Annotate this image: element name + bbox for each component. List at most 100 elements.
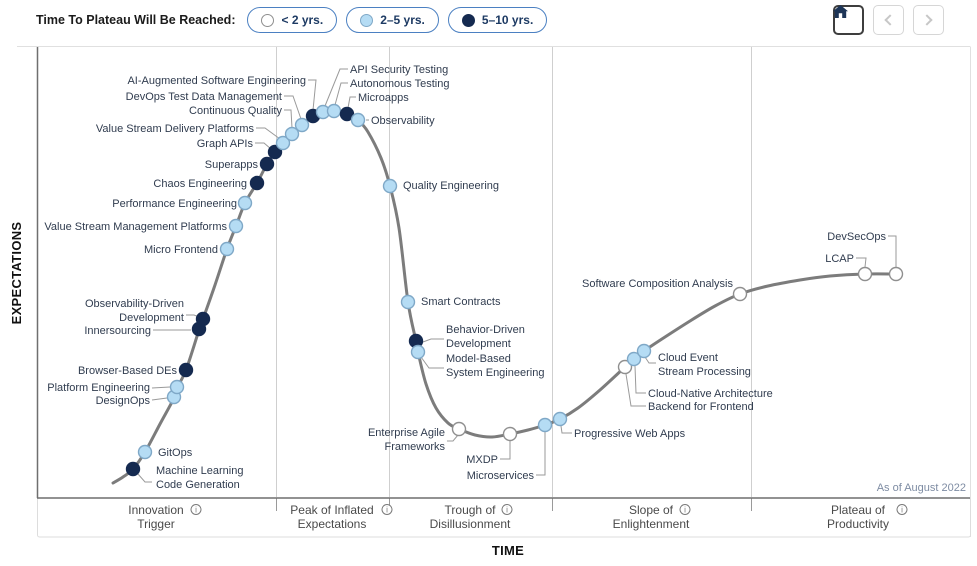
legend: Time To Plateau Will Be Reached: < 2 yrs…	[36, 7, 548, 33]
point-continuous-quality[interactable]	[284, 126, 300, 142]
prev-button[interactable]	[873, 5, 904, 35]
point-model-based-system-engineering[interactable]	[410, 344, 426, 360]
info-icon-glyph: i	[506, 506, 508, 515]
phase-label-line2: Disillusionment	[430, 517, 511, 531]
legend-pill-2-5yrs[interactable]: 2–5 yrs.	[346, 7, 439, 33]
point-label-designops: DesignOps	[96, 395, 151, 407]
point-lcap[interactable]	[857, 266, 873, 282]
chevron-right-icon	[921, 14, 933, 26]
legend-pill-label: 5–10 yrs.	[481, 13, 534, 27]
point-label-observability-driven-development: Observability-Driven Development	[85, 298, 184, 324]
point-label-cloud-native-architecture: Cloud-Native Architecture	[648, 388, 773, 400]
point-chaos-engineering[interactable]	[249, 175, 265, 191]
leader-ai-augmented-software-engineering	[308, 79, 317, 111]
leader-lcap	[856, 257, 867, 268]
point-label-cloud-event-stream-processing: Cloud Event Stream Processing	[658, 352, 751, 378]
point-devops-test-data-management[interactable]	[294, 117, 310, 133]
legend-pill-5-10yrs[interactable]: 5–10 yrs.	[447, 7, 548, 33]
x-axis-label: TIME	[492, 543, 524, 558]
legend-pill-lt2yrs[interactable]: < 2 yrs.	[247, 7, 338, 33]
leader-cloud-native-architecture	[634, 365, 646, 394]
point-performance-engineering[interactable]	[237, 195, 253, 211]
point-label-platform-engineering: Platform Engineering	[47, 382, 150, 394]
leader-platform-engineering	[151, 386, 171, 389]
point-platform-engineering[interactable]	[169, 379, 185, 395]
point-backend-for-frontend[interactable]	[617, 359, 633, 375]
point-label-chaos-engineering: Chaos Engineering	[153, 178, 247, 190]
info-icon[interactable]	[381, 504, 393, 515]
point-cloud-native-architecture[interactable]	[626, 351, 642, 367]
chart-nav	[833, 5, 944, 35]
point-value-stream-delivery-platforms[interactable]	[275, 135, 291, 151]
point-superapps[interactable]	[259, 156, 275, 172]
info-icon[interactable]	[679, 504, 691, 515]
point-cloud-event-stream-processing[interactable]	[636, 343, 652, 359]
phase-label-line2: Productivity	[827, 517, 889, 531]
legend-dot-2-5yrs	[360, 13, 374, 27]
point-graph-apis[interactable]	[267, 144, 283, 160]
legend-dot-5-10yrs	[461, 13, 475, 27]
point-label-continuous-quality: Continuous Quality	[189, 105, 282, 117]
as-of-date: As of August 2022	[877, 482, 966, 494]
leader-model-based-system-engineering	[420, 356, 444, 369]
leader-cloud-event-stream-processing	[644, 356, 656, 364]
next-button[interactable]	[913, 5, 944, 35]
chevron-left-icon	[884, 14, 896, 26]
point-label-ai-augmented-software-engineering: AI-Augmented Software Engineering	[127, 75, 306, 87]
point-label-enterprise-agile-frameworks: Enterprise Agile Frameworks	[368, 427, 446, 453]
phase-label-line2: Expectations	[298, 517, 367, 531]
point-label-observability: Observability	[371, 115, 435, 127]
point-gitops[interactable]	[137, 444, 153, 460]
point-label-value-stream-management-platforms: Value Stream Management Platforms	[44, 221, 227, 233]
point-devsecops[interactable]	[888, 266, 904, 282]
leader-value-stream-delivery-platforms	[256, 127, 281, 140]
point-label-behavior-driven-development: Behavior-Driven Development	[446, 324, 525, 350]
point-mxdp[interactable]	[502, 426, 518, 442]
point-label-microservices: Microservices	[467, 470, 535, 482]
info-icon[interactable]	[190, 504, 202, 515]
point-label-gitops: GitOps	[158, 447, 193, 459]
leader-microservices	[536, 432, 546, 476]
leader-api-security-testing	[324, 68, 348, 107]
info-icon[interactable]	[501, 504, 513, 515]
leader-enterprise-agile-frameworks	[447, 434, 459, 442]
legend-pill-label: < 2 yrs.	[281, 13, 324, 27]
point-label-lcap: LCAP	[825, 253, 854, 265]
point-smart-contracts[interactable]	[400, 294, 416, 310]
leader-autonomous-testing	[334, 82, 348, 106]
point-microapps[interactable]	[339, 106, 355, 122]
phase-label-line1: Slope of	[629, 503, 674, 517]
point-software-composition-analysis[interactable]	[732, 286, 748, 302]
point-label-performance-engineering: Performance Engineering	[112, 198, 237, 210]
home-icon	[833, 5, 848, 18]
point-label-quality-engineering: Quality Engineering	[403, 180, 499, 192]
point-enterprise-agile-frameworks[interactable]	[451, 421, 467, 437]
point-machine-learning-code-generation[interactable]	[125, 461, 141, 477]
point-observability[interactable]	[350, 112, 366, 128]
point-label-software-composition-analysis: Software Composition Analysis	[582, 278, 734, 290]
point-observability-driven-development[interactable]	[195, 311, 211, 327]
info-icon[interactable]	[896, 504, 908, 515]
point-browser-based-des[interactable]	[178, 362, 194, 378]
leader-mxdp	[500, 441, 511, 460]
point-autonomous-testing[interactable]	[326, 103, 342, 119]
point-progressive-web-apps[interactable]	[552, 411, 568, 427]
info-icon-glyph: i	[386, 506, 388, 515]
leader-machine-learning-code-generation	[137, 473, 152, 483]
point-label-graph-apis: Graph APIs	[197, 138, 254, 150]
point-label-mxdp: MXDP	[466, 454, 498, 466]
point-microservices[interactable]	[537, 417, 553, 433]
point-label-progressive-web-apps: Progressive Web Apps	[574, 428, 686, 440]
home-button[interactable]	[833, 5, 864, 35]
point-quality-engineering[interactable]	[382, 178, 398, 194]
point-label-autonomous-testing: Autonomous Testing	[350, 78, 449, 90]
point-value-stream-management-platforms[interactable]	[228, 218, 244, 234]
point-micro-frontend[interactable]	[219, 241, 235, 257]
point-label-superapps: Superapps	[205, 159, 259, 171]
leader-progressive-web-apps	[560, 425, 572, 434]
y-axis-label: EXPECTATIONS	[9, 222, 24, 325]
leader-designops	[151, 397, 168, 401]
legend-pill-label: 2–5 yrs.	[380, 13, 425, 27]
leader-devsecops	[888, 235, 897, 267]
